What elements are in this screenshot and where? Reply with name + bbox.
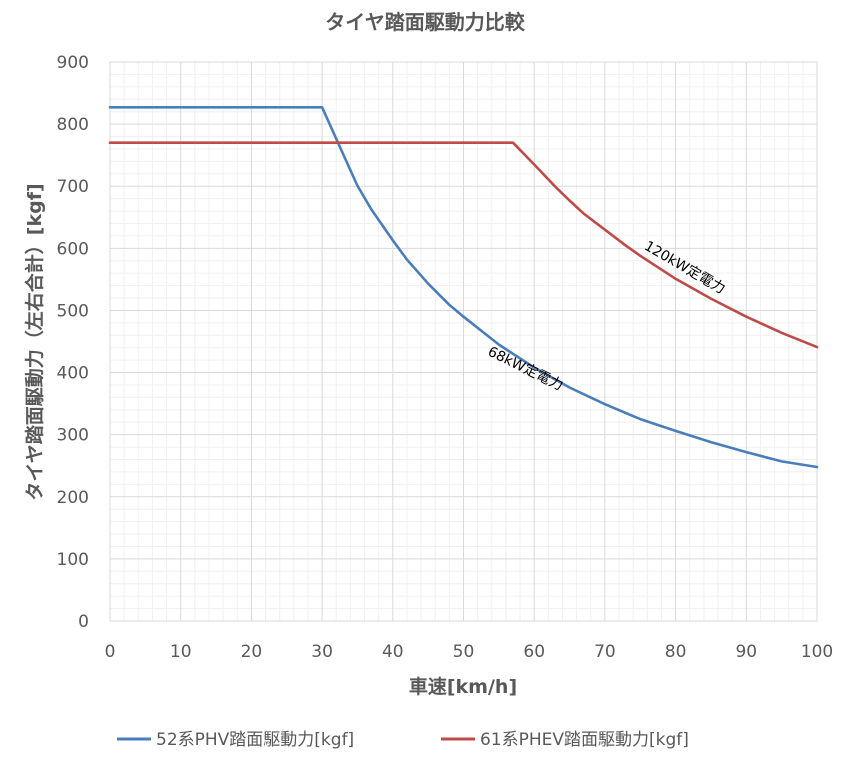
x-tick-label: 20 bbox=[241, 642, 263, 662]
chart-title: タイヤ踏面駆動力比較 bbox=[325, 10, 525, 34]
y-tick-label: 900 bbox=[57, 53, 89, 73]
x-tick-label: 30 bbox=[311, 642, 333, 662]
y-tick-label: 300 bbox=[57, 426, 89, 446]
y-tick-label: 500 bbox=[57, 301, 89, 321]
legend-label-52-phv: 52系PHV踏面駆動力[kgf] bbox=[156, 730, 354, 750]
x-tick-label: 90 bbox=[735, 642, 757, 662]
x-axis-tick-labels: 0 10 20 30 40 50 60 70 80 90 100 bbox=[105, 642, 834, 662]
x-tick-label: 0 bbox=[105, 642, 116, 662]
x-tick-label: 50 bbox=[453, 642, 475, 662]
x-tick-label: 60 bbox=[523, 642, 545, 662]
plot-area-border bbox=[109, 61, 818, 622]
x-tick-label: 10 bbox=[170, 642, 192, 662]
y-tick-label: 200 bbox=[57, 488, 89, 508]
x-axis-title: 車速[km/h] bbox=[409, 675, 517, 698]
y-tick-label: 100 bbox=[57, 550, 89, 570]
y-tick-label: 600 bbox=[57, 239, 89, 259]
y-axis-tick-labels: 0 100 200 300 400 500 600 700 800 900 bbox=[57, 53, 89, 632]
x-tick-label: 100 bbox=[801, 642, 833, 662]
legend: 52系PHV踏面駆動力[kgf] 61系PHEV踏面駆動力[kgf] bbox=[117, 730, 689, 750]
x-tick-label: 80 bbox=[665, 642, 687, 662]
y-tick-label: 800 bbox=[57, 115, 89, 135]
series-line-1 bbox=[108, 106, 819, 469]
legend-label-61-phev: 61系PHEV踏面駆動力[kgf] bbox=[480, 730, 689, 750]
series-layer bbox=[108, 106, 819, 469]
y-axis-title: タイヤ踏面駆動力（左右合計）[kgf] bbox=[23, 183, 46, 500]
series-line-2 bbox=[108, 141, 819, 349]
y-tick-label: 700 bbox=[57, 177, 89, 197]
y-tick-label: 0 bbox=[78, 612, 89, 632]
y-tick-label: 400 bbox=[57, 364, 89, 384]
x-tick-label: 40 bbox=[382, 642, 404, 662]
x-tick-label: 70 bbox=[594, 642, 616, 662]
